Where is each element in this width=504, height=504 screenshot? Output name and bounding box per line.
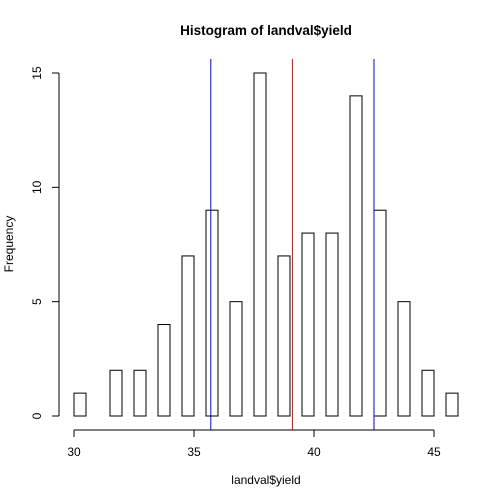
histogram-bar <box>373 209 387 417</box>
histogram-bar <box>397 301 411 417</box>
y-axis: 0 5 10 15 <box>30 66 60 419</box>
reference-lines <box>210 59 375 430</box>
x-axis-label: landval$yield <box>231 473 300 487</box>
histogram-bar <box>301 232 315 417</box>
y-axis-label: Frequency <box>2 216 16 273</box>
histogram-bar <box>157 324 171 417</box>
histogram-bar <box>277 255 291 417</box>
chart-title: Histogram of landval$yield <box>180 23 352 38</box>
histogram-bar <box>109 369 123 417</box>
bars-group <box>73 72 459 417</box>
x-tick-label: 35 <box>187 445 201 459</box>
histogram-bar <box>253 72 267 417</box>
x-tick-label: 30 <box>67 445 81 459</box>
histogram-bar <box>229 301 243 417</box>
histogram-bar <box>181 255 195 417</box>
y-tick-label: 10 <box>30 180 44 194</box>
x-axis: 30 35 40 45 <box>67 429 441 459</box>
x-tick-label: 40 <box>307 445 321 459</box>
histogram-bar <box>421 369 435 417</box>
histogram-bar <box>349 95 363 417</box>
y-tick-label: 15 <box>30 66 44 80</box>
y-tick-label: 0 <box>30 412 44 419</box>
x-tick-label: 45 <box>427 445 441 459</box>
y-tick-label: 5 <box>30 298 44 305</box>
histogram-bar <box>445 392 459 417</box>
histogram-bar <box>205 209 219 417</box>
histogram-bar <box>133 369 147 417</box>
histogram-bar <box>73 392 87 417</box>
histogram-bar <box>325 232 339 417</box>
